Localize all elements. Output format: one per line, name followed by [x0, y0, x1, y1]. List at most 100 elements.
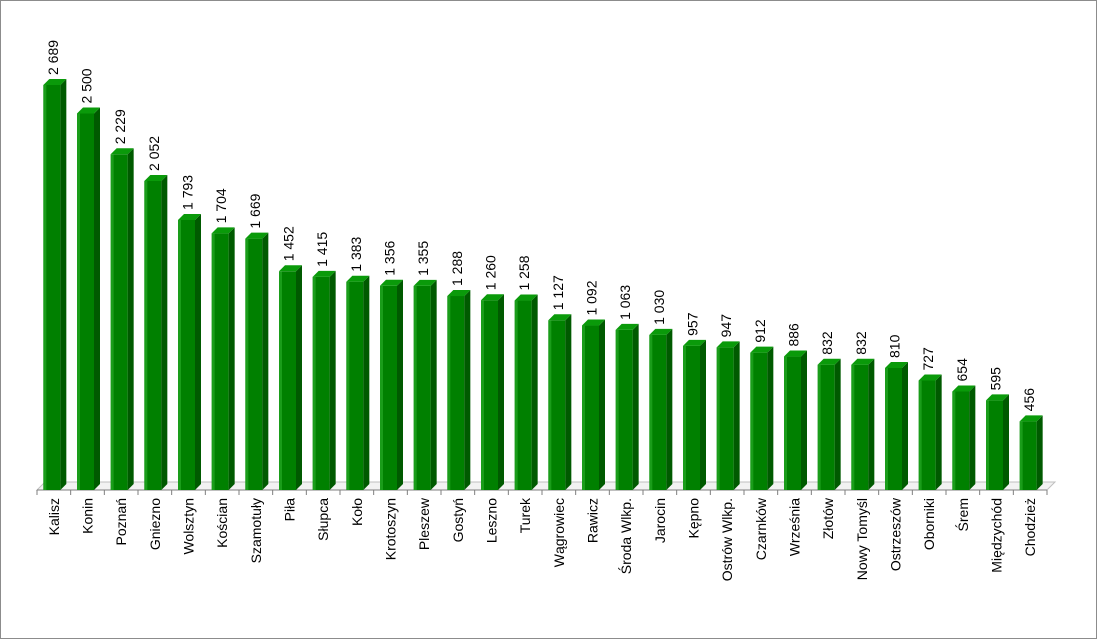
value-label: 1 127: [550, 275, 566, 310]
bar-top: [514, 294, 538, 301]
bar-top: [986, 394, 1009, 401]
bar: [211, 227, 235, 490]
bar: [817, 358, 841, 490]
bar-top: [683, 339, 706, 346]
bar-top: [784, 350, 807, 357]
value-label: 2 500: [79, 68, 95, 103]
bar-highlight: [649, 334, 653, 490]
category-label: Jarocin: [652, 498, 668, 543]
bar: [144, 174, 168, 491]
bar-front: [885, 368, 902, 490]
bar-front: [481, 300, 498, 490]
bar-highlight: [514, 300, 518, 490]
category-label: Pleszew: [416, 497, 432, 550]
value-label: 1 260: [483, 255, 499, 290]
bar-front: [548, 320, 566, 490]
bar-highlight: [952, 391, 956, 490]
value-label: 727: [920, 347, 936, 371]
bar-front: [918, 380, 936, 490]
bar-side: [599, 319, 605, 490]
bar-side: [430, 279, 437, 490]
value-label: 886: [786, 323, 802, 347]
value-label: 810: [887, 334, 903, 358]
bar-front: [380, 285, 397, 490]
bar-side: [464, 290, 471, 490]
bar-highlight: [1019, 421, 1023, 490]
bar: [649, 328, 673, 490]
bar-front: [716, 347, 734, 490]
bar-highlight: [548, 320, 552, 490]
bar-top: [817, 358, 841, 365]
bar-highlight: [885, 368, 888, 490]
bar: [1019, 415, 1043, 490]
value-labels: 2 689 2 500 2 229 2 052 1 793 1 704 1 669 1 452…: [45, 40, 1037, 412]
bar-front: [413, 285, 431, 490]
category-label: Nowy Tomyśl: [854, 498, 870, 580]
value-label: 1 383: [348, 236, 364, 271]
bar-highlight: [582, 325, 585, 490]
bar-top: [750, 346, 774, 353]
bar-front: [43, 85, 61, 490]
category-label: Chodzież: [1022, 498, 1038, 556]
bar: [312, 270, 336, 490]
bar-highlight: [447, 296, 451, 490]
value-label: 2 229: [112, 109, 128, 144]
bar: [750, 346, 774, 490]
bar-top: [952, 385, 976, 392]
bar: [380, 279, 403, 490]
bar-top: [211, 227, 235, 234]
bar-front: [245, 238, 263, 490]
bar-top: [279, 265, 302, 272]
bar-highlight: [110, 154, 114, 490]
bar-highlight: [380, 285, 383, 490]
bar-highlight: [750, 352, 754, 490]
bar-side: [969, 385, 976, 490]
bar-side: [1003, 394, 1009, 490]
bar-side: [666, 328, 673, 490]
bar-top: [851, 358, 875, 365]
value-label: 1 669: [247, 193, 263, 228]
bar-top: [413, 279, 437, 286]
bar: [346, 275, 370, 490]
bar: [683, 339, 706, 490]
value-label: 832: [819, 331, 835, 355]
category-labels: Kalisz Konin Poznań Gniezno Wolsztyn Kościan S…: [46, 497, 1038, 581]
bar: [110, 148, 134, 490]
bar-top: [447, 290, 471, 297]
bar-highlight: [413, 285, 417, 490]
bar-front: [279, 271, 296, 490]
bar-front: [211, 233, 229, 490]
bar-front: [1019, 421, 1037, 490]
value-label: 1 415: [314, 232, 330, 267]
bar-highlight: [851, 364, 855, 490]
bar-side: [262, 232, 269, 490]
bar-side: [397, 279, 403, 490]
bar-side: [935, 374, 942, 490]
bar-front: [144, 180, 162, 491]
bar-front: [784, 356, 801, 490]
bar-front: [77, 113, 94, 490]
value-label: 1 030: [651, 290, 667, 325]
bar-highlight: [481, 300, 484, 490]
bar-highlight: [211, 233, 215, 490]
value-label: 957: [685, 312, 701, 336]
bar-side: [902, 362, 908, 490]
bar: [986, 394, 1009, 490]
bar-front: [178, 219, 195, 490]
bar-highlight: [144, 180, 148, 491]
value-label: 832: [853, 331, 869, 355]
bar-side: [94, 107, 100, 490]
value-label: 1 355: [415, 241, 431, 276]
bar-highlight: [716, 347, 720, 490]
category-label: Kalisz: [46, 498, 62, 535]
bar-side: [296, 265, 302, 490]
value-label: 1 793: [180, 175, 196, 210]
bar-top: [885, 362, 908, 369]
value-label: 2 052: [146, 136, 162, 171]
bar: [178, 213, 201, 490]
bar-front: [851, 364, 869, 490]
bar-top: [481, 294, 504, 301]
value-label: 947: [718, 314, 734, 338]
bar-front: [817, 364, 835, 490]
